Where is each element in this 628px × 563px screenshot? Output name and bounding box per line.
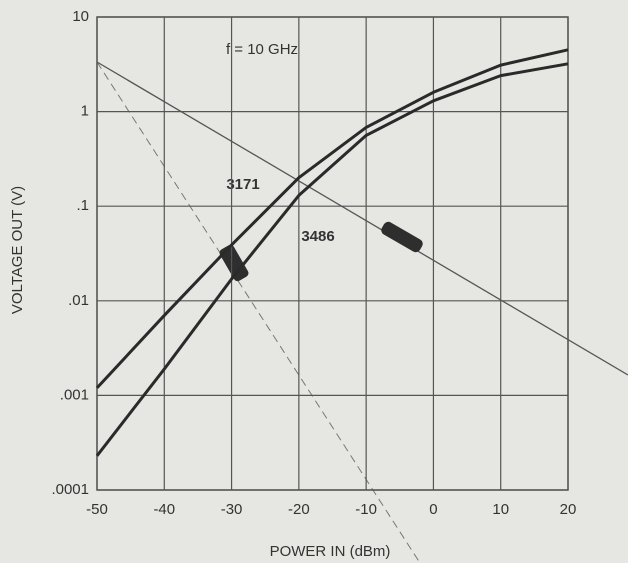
y-tick-label: 10 — [72, 8, 89, 25]
y-tick-label: .01 — [68, 292, 89, 309]
annotation: f = 10 GHz — [226, 41, 298, 58]
y-tick-label: .1 — [76, 197, 89, 214]
curve-label: 3486 — [301, 228, 334, 245]
x-tick-label: 20 — [560, 501, 577, 518]
y-tick-label: .001 — [60, 386, 89, 403]
y-tick-label: .0001 — [51, 481, 89, 498]
x-tick-label: -20 — [288, 501, 310, 518]
x-tick-label: 0 — [429, 501, 437, 518]
curve — [95, 48, 569, 389]
x-tick-label: -40 — [153, 501, 175, 518]
x-tick-label: -10 — [355, 501, 377, 518]
x-tick-label: 10 — [492, 501, 509, 518]
y-axis-title: VOLTAGE OUT (V) — [9, 186, 26, 314]
diode-icon — [219, 244, 249, 282]
curve-label: 3171 — [226, 176, 259, 193]
x-tick-label: -30 — [221, 501, 243, 518]
y-tick-label: 1 — [81, 103, 89, 120]
x-axis-title: POWER IN (dBm) — [270, 543, 391, 560]
curve — [95, 62, 569, 457]
x-tick-label: -50 — [86, 501, 108, 518]
pointer-line — [96, 61, 628, 376]
diode-icon — [381, 221, 423, 253]
